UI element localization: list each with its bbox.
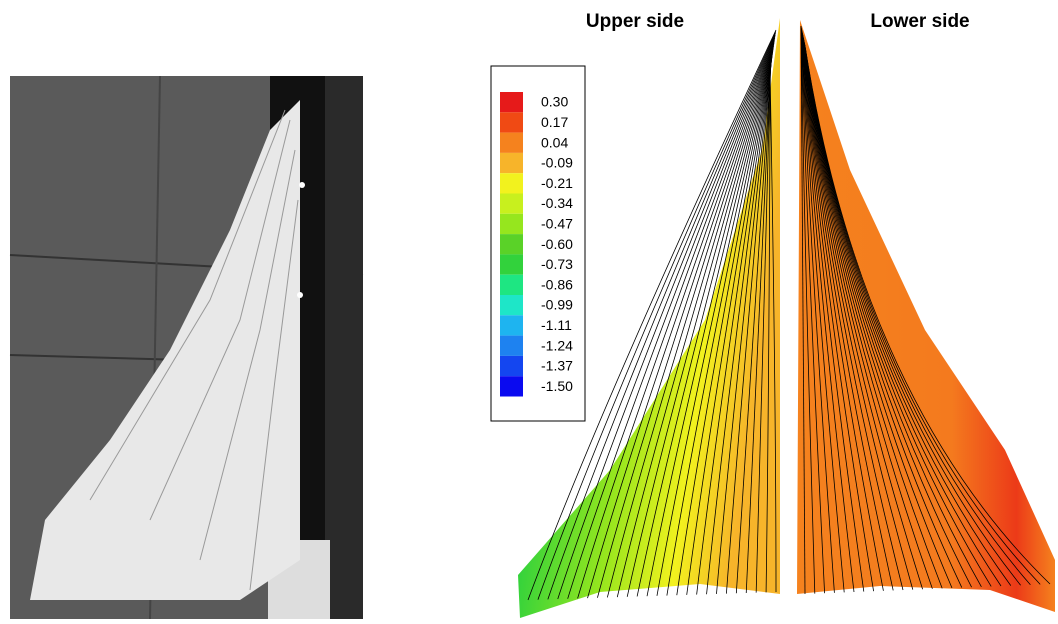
legend-label: -0.86 [541,276,573,292]
legend-swatch [500,315,523,335]
legend-swatch [500,356,523,376]
legend-label: -1.24 [541,337,573,353]
legend-swatch [500,112,523,132]
legend-swatch [500,295,523,315]
legend-swatch [500,133,523,153]
legend-swatch [500,173,523,193]
legend-label: -1.50 [541,378,573,394]
legend-swatch [500,234,523,254]
legend-label: -1.37 [541,358,573,374]
legend-label: -0.60 [541,236,573,252]
legend-swatch [500,194,523,214]
legend-label: -0.73 [541,256,573,272]
panel-title: Lower side [870,11,969,32]
legend-label: -0.09 [541,155,573,171]
legend-swatch [500,254,523,274]
legend-label: -0.21 [541,175,573,191]
legend-swatch [500,92,523,112]
legend-label: 0.17 [541,114,568,130]
legend-swatch [500,336,523,356]
legend-swatch [500,275,523,295]
legend-label: -0.99 [541,297,573,313]
legend-swatch [500,376,523,396]
wind-tunnel-photo [10,76,363,619]
legend-label: -1.11 [541,317,572,333]
legend-swatch [500,153,523,173]
legend-label: 0.30 [541,94,568,110]
legend-label: -0.47 [541,216,573,232]
figure: 0.30 0.17 0.04 -0.09 -0.21 -0.34 -0.47 -0.60 -0.… [0,0,1058,619]
legend-swatch [500,214,523,234]
legend-label: -0.34 [541,195,573,211]
legend-label: 0.04 [541,134,568,150]
panel-title: Upper side [586,11,684,32]
